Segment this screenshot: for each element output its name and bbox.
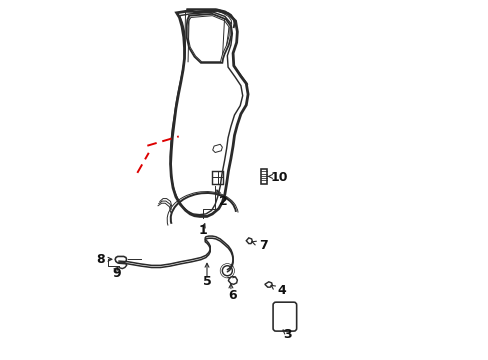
Text: 3: 3	[283, 328, 291, 341]
Text: 10: 10	[270, 171, 287, 184]
Text: 5: 5	[202, 275, 211, 288]
Text: 9: 9	[112, 267, 121, 280]
Text: 1: 1	[199, 224, 207, 237]
Text: 7: 7	[258, 239, 267, 252]
Text: 2: 2	[218, 195, 227, 208]
Bar	[260, 169, 266, 184]
Text: 8: 8	[96, 253, 104, 266]
Text: 4: 4	[277, 284, 286, 297]
Bar	[212, 171, 223, 184]
Text: 6: 6	[227, 288, 236, 302]
